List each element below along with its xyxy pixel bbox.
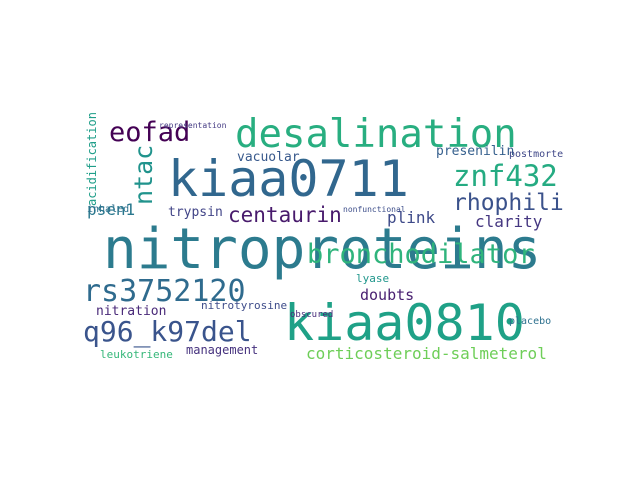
word: centaurin — [228, 203, 342, 227]
word: ntac — [129, 144, 158, 205]
word: clarity — [475, 212, 543, 231]
word: postmortem — [509, 149, 563, 160]
word: trypsin — [168, 205, 223, 220]
word: bronchodilator — [307, 239, 535, 270]
word: psen1 — [87, 200, 136, 219]
word: doubts — [360, 286, 415, 304]
word: leukotriene — [100, 348, 173, 361]
word: nonfunctional — [343, 205, 406, 214]
word: vacuolar — [237, 150, 300, 165]
word: obscured — [290, 310, 334, 320]
word: kiaa0810 — [284, 294, 525, 352]
word: inhaled — [87, 204, 130, 215]
word: corticosteroid-salmeterol — [306, 344, 547, 363]
word: plink — [387, 208, 436, 227]
word: desalination — [235, 112, 517, 157]
word: acidification — [85, 112, 99, 206]
word-cloud: nitroproteins kiaa0810 kiaa0711 desalina… — [77, 102, 563, 376]
word: znf432 — [453, 159, 558, 193]
word: nitration — [96, 304, 167, 319]
word: lyase — [356, 272, 390, 285]
word: q96_k97del — [83, 315, 252, 348]
word: management — [186, 343, 259, 357]
word: nitroproteins — [103, 217, 542, 282]
word: kiaa0711 — [168, 150, 409, 208]
word: eofad — [109, 117, 191, 148]
word: representation — [159, 121, 227, 130]
word: rs3752120 — [83, 274, 246, 309]
word: placebo — [509, 316, 552, 327]
word: presenilin — [436, 144, 515, 159]
word: nitrotyrosine — [201, 299, 288, 312]
